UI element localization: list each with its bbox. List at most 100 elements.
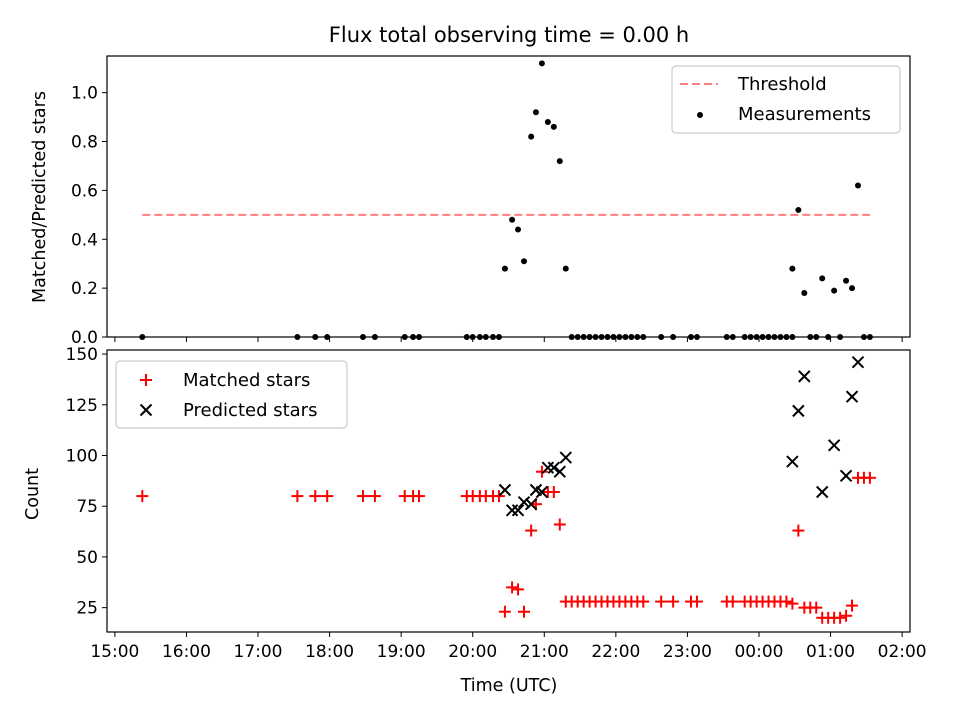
data-point	[511, 504, 525, 517]
data-point	[515, 226, 522, 233]
data-point	[789, 265, 796, 272]
y-tick-label: 0.0	[71, 328, 98, 348]
top-y-axis-label: Matched/Predicted stars	[30, 91, 50, 303]
data-point	[524, 497, 538, 511]
data-point	[786, 597, 799, 610]
data-point	[816, 485, 829, 499]
data-point	[535, 465, 548, 478]
data-point	[655, 595, 668, 608]
x-tick-label: 21:00	[520, 642, 569, 662]
legend-measurements-swatch	[697, 112, 703, 118]
x-tick-label: 00:00	[734, 642, 783, 662]
data-point	[538, 60, 545, 67]
y-tick-label: 0.4	[71, 230, 98, 250]
data-point	[553, 465, 566, 478]
x-tick-label: 01:00	[806, 642, 855, 662]
legend-predicted-swatch	[139, 403, 153, 417]
legend-box	[671, 65, 901, 134]
data-point	[792, 404, 805, 418]
data-point	[518, 605, 531, 618]
data-point	[786, 455, 799, 468]
legend: Matched stars Predicted stars	[115, 360, 348, 429]
data-point	[291, 490, 304, 503]
data-point	[845, 390, 859, 403]
data-point	[136, 490, 149, 503]
y-tick-label: 25	[76, 599, 98, 619]
data-point	[810, 601, 823, 614]
x-tick-label: 18:00	[305, 642, 354, 662]
data-point	[544, 118, 551, 125]
data-point	[547, 461, 561, 474]
data-point	[846, 599, 859, 612]
x-tick-label: 15:00	[90, 642, 139, 662]
data-point	[512, 583, 525, 596]
data-point	[368, 490, 381, 503]
legend-matched-label: Matched stars	[183, 370, 310, 391]
data-point	[854, 182, 861, 189]
data-point	[528, 133, 535, 140]
data-point	[492, 490, 505, 503]
y-tick-label: 75	[76, 497, 98, 517]
x-axis-label: Time (UTC)	[460, 676, 558, 696]
data-point	[851, 355, 865, 369]
data-point	[498, 605, 511, 618]
x-tick-label: 02:00	[878, 642, 927, 662]
data-point	[550, 123, 557, 130]
data-point	[321, 490, 334, 503]
data-point	[535, 485, 549, 499]
x-tick-label: 16:00	[162, 642, 211, 662]
data-point	[498, 483, 512, 497]
axes-frame	[106, 349, 911, 633]
data-point	[726, 595, 739, 608]
data-point	[521, 258, 528, 265]
data-point	[801, 290, 808, 297]
legend-predicted-label: Predicted stars	[183, 400, 317, 421]
data-point	[637, 595, 650, 608]
bottom-panel: 25 50 75 100 125 150 15:00 16:00 17:00 18:00 19:00…	[66, 345, 927, 662]
top-panel: 0.0 0.2 0.4 0.6 0.8 1.0 Threshold Measurements	[71, 55, 911, 348]
data-point	[780, 595, 793, 608]
data-point	[843, 277, 850, 284]
x-tick-label: 19:00	[377, 642, 426, 662]
data-point	[792, 524, 805, 537]
data-point	[413, 490, 426, 503]
y-tick-label: 150	[66, 345, 98, 365]
data-point	[501, 265, 508, 272]
data-point	[506, 581, 519, 594]
data-point	[562, 265, 569, 272]
x-tick-label: 22:00	[591, 642, 640, 662]
data-point	[827, 439, 841, 452]
data-point	[509, 216, 516, 223]
data-point	[667, 595, 680, 608]
legend-threshold-label: Threshold	[737, 74, 827, 95]
data-point	[356, 490, 369, 503]
y-tick-label: 0.2	[71, 279, 98, 299]
legend-measurements-label: Measurements	[738, 104, 871, 125]
data-point	[839, 469, 853, 482]
data-point	[795, 206, 802, 213]
y-tick-label: 125	[66, 396, 98, 416]
data-point	[849, 285, 856, 292]
legend: Threshold Measurements	[671, 65, 901, 134]
data-point	[819, 275, 826, 282]
y-tick-label: 100	[66, 446, 98, 466]
data-point	[834, 611, 847, 624]
data-point	[547, 486, 560, 499]
data-point	[556, 158, 563, 165]
y-tick-label: 1.0	[71, 84, 98, 104]
data-point	[517, 495, 531, 509]
data-point	[525, 524, 538, 537]
chart-title: Flux total observing time = 0.00 h	[329, 23, 689, 47]
x-tick-label: 23:00	[663, 642, 712, 662]
data-point	[863, 471, 876, 484]
data-point	[840, 609, 853, 622]
bottom-y-axis-label: Count	[23, 468, 43, 520]
data-point	[831, 287, 838, 294]
data-point	[559, 451, 572, 464]
y-tick-label: 0.8	[71, 133, 98, 153]
data-point	[309, 490, 322, 503]
data-point	[553, 518, 566, 531]
x-tick-label: 20:00	[448, 642, 497, 662]
y-tick-label: 50	[76, 548, 98, 568]
